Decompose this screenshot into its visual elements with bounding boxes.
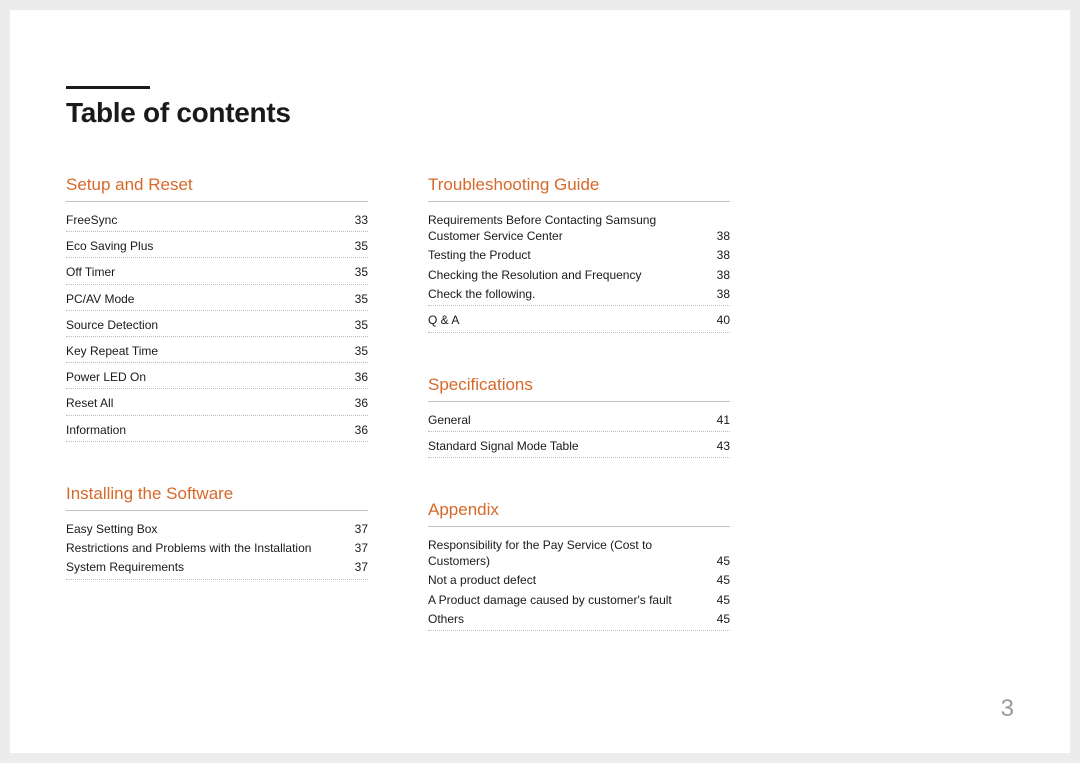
toc-entry-page: 35 [355,343,368,359]
toc-entry-label: Check the following. [428,286,717,302]
toc-entry-page: 37 [355,521,368,537]
toc-entry-label: System Requirements [66,559,355,575]
toc-entry-page: 45 [717,572,730,588]
toc-entry[interactable]: Requirements Before Contacting Samsung C… [428,206,730,246]
toc-entry-label: Checking the Resolution and Frequency [428,267,717,283]
page-title: Table of contents [66,97,1014,129]
toc-entry-label: Q & A [428,312,717,328]
document-page: Table of contents Setup and Reset FreeSyn… [10,10,1070,753]
page-number: 3 [1001,695,1014,723]
toc-entry-page: 45 [717,553,730,569]
section-title[interactable]: Installing the Software [66,484,368,511]
toc-entry-label: Key Repeat Time [66,343,355,359]
toc-subentry[interactable]: Restrictions and Problems with the Insta… [66,538,368,557]
toc-subentry[interactable]: Testing the Product38 [428,246,730,265]
toc-entry-label: Standard Signal Mode Table [428,438,717,454]
section-title[interactable]: Troubleshooting Guide [428,175,730,202]
toc-entry-label: Off Timer [66,264,355,280]
toc-entry-label: Not a product defect [428,572,717,588]
toc-entry[interactable]: Q & A40 [428,306,730,332]
toc-entry[interactable]: Key Repeat Time35 [66,337,368,363]
section-title[interactable]: Appendix [428,500,730,527]
toc-entry[interactable]: PC/AV Mode35 [66,285,368,311]
toc-entry-page: 38 [717,267,730,283]
toc-entry-page: 36 [355,369,368,385]
toc-entry-page: 37 [355,540,368,556]
toc-entry[interactable]: Reset All36 [66,389,368,415]
toc-entry-page: 36 [355,395,368,411]
toc-entry-label: Testing the Product [428,247,717,263]
toc-entry-page: 43 [717,438,730,454]
toc-entry-label: Information [66,422,355,438]
toc-entry-page: 33 [355,212,368,228]
toc-entry-group: Requirements Before Contacting Samsung C… [428,206,730,306]
toc-entry-page: 35 [355,264,368,280]
toc-entry-page: 37 [355,559,368,575]
toc-column: Troubleshooting Guide Requirements Before… [428,175,730,673]
toc-entry-page: 45 [717,592,730,608]
toc-entry-label: Others [428,611,717,627]
toc-entry[interactable]: Off Timer35 [66,258,368,284]
title-rule [66,86,150,89]
toc-subentry[interactable]: Not a product defect45 [428,571,730,590]
toc-entry-label: Eco Saving Plus [66,238,355,254]
toc-entry-group: Easy Setting Box37Restrictions and Probl… [66,515,368,580]
toc-entry-label: General [428,412,717,428]
toc-entry-page: 38 [717,228,730,244]
toc-entry[interactable]: Source Detection35 [66,311,368,337]
toc-entry-label: Requirements Before Contacting Samsung C… [428,212,717,244]
toc-entry-label: A Product damage caused by customer's fa… [428,592,717,608]
toc-entry-page: 36 [355,422,368,438]
toc-entry-label: Power LED On [66,369,355,385]
toc-section: Installing the SoftwareEasy Setting Box3… [66,484,368,580]
toc-entry[interactable]: Responsibility for the Pay Service (Cost… [428,531,730,571]
toc-entry[interactable]: Easy Setting Box37 [66,515,368,539]
toc-entry-group: Responsibility for the Pay Service (Cost… [428,531,730,631]
toc-entry-page: 38 [717,247,730,263]
toc-section: Appendix Responsibility for the Pay Servi… [428,500,730,631]
toc-subentry[interactable]: Checking the Resolution and Frequency38 [428,265,730,284]
toc-entry-label: FreeSync [66,212,355,228]
toc-entry-page: 41 [717,412,730,428]
toc-entry-label: PC/AV Mode [66,291,355,307]
toc-column: Setup and ResetFreeSync33Eco Saving Plus… [66,175,368,673]
toc-entry[interactable]: Eco Saving Plus35 [66,232,368,258]
toc-entry[interactable]: Standard Signal Mode Table43 [428,432,730,458]
toc-entry-label: Responsibility for the Pay Service (Cost… [428,537,717,569]
toc-entry-page: 45 [717,611,730,627]
toc-entry-page: 35 [355,238,368,254]
toc-entry-page: 40 [717,312,730,328]
toc-entry[interactable]: Power LED On36 [66,363,368,389]
toc-entry-label: Restrictions and Problems with the Insta… [66,540,355,556]
toc-entry[interactable]: General41 [428,406,730,432]
toc-subentry[interactable]: A Product damage caused by customer's fa… [428,590,730,609]
toc-columns: Setup and ResetFreeSync33Eco Saving Plus… [66,175,1014,673]
toc-subentry[interactable]: Check the following.38 [428,284,730,303]
section-title[interactable]: Specifications [428,375,730,402]
toc-entry-label: Reset All [66,395,355,411]
toc-entry[interactable]: FreeSync33 [66,206,368,232]
toc-section: Troubleshooting Guide Requirements Before… [428,175,730,333]
toc-subentry[interactable]: Others45 [428,609,730,628]
toc-section: Setup and ResetFreeSync33Eco Saving Plus… [66,175,368,442]
toc-entry-page: 38 [717,286,730,302]
toc-entry-label: Source Detection [66,317,355,333]
toc-entry-page: 35 [355,317,368,333]
toc-entry-label: Easy Setting Box [66,521,355,537]
section-title[interactable]: Setup and Reset [66,175,368,202]
toc-section: SpecificationsGeneral41Standard Signal M… [428,375,730,458]
toc-subentry[interactable]: System Requirements37 [66,558,368,577]
toc-entry-page: 35 [355,291,368,307]
toc-entry[interactable]: Information36 [66,416,368,442]
